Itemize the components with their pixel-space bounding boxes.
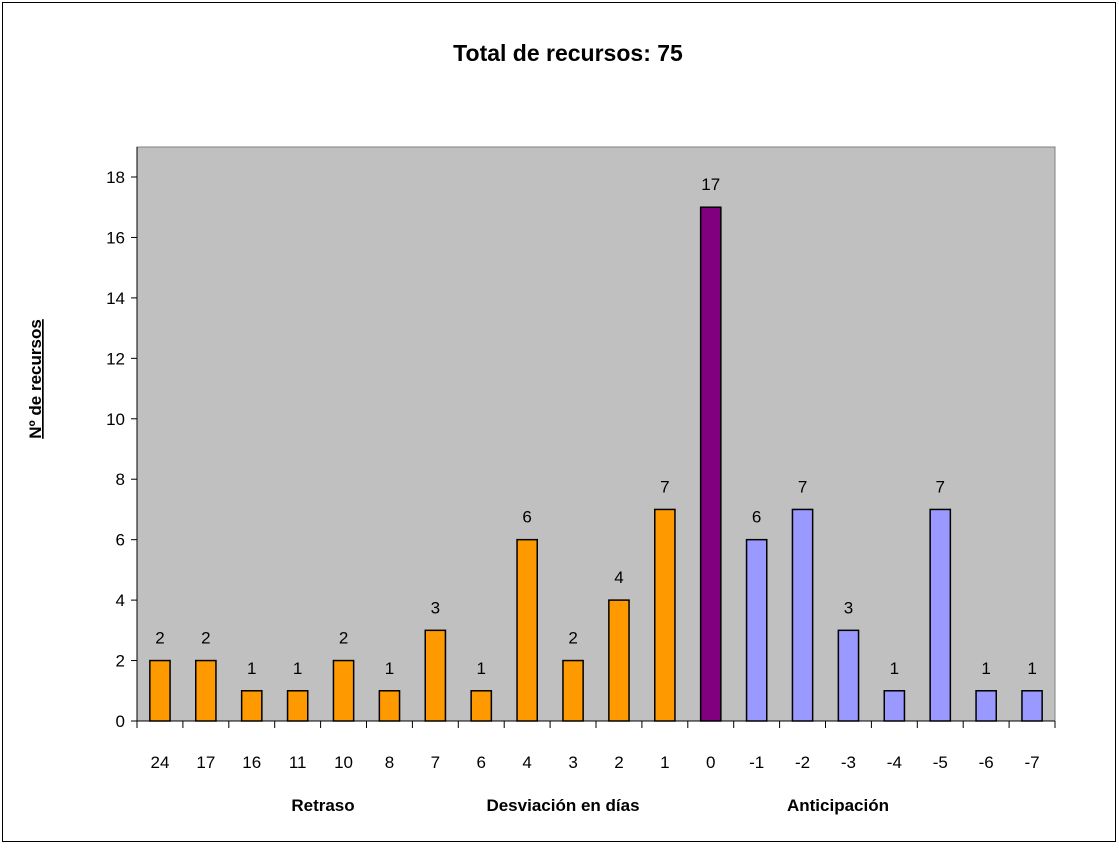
y-tick-label: 6 [116,531,125,550]
x-tick-label: -1 [749,753,764,772]
bar [929,508,952,722]
bar [837,629,860,722]
bar [562,659,584,722]
x-tick-label: 1 [660,753,669,772]
x-axis-label-left: Retraso [291,796,354,815]
y-axis-label: Nº de recursos [26,319,45,439]
bar [699,206,722,722]
x-axis-label: Desviación en días [486,796,639,815]
y-tick-label: 12 [106,349,125,368]
x-tick-label: 3 [568,753,577,772]
x-tick-label: 8 [385,753,394,772]
y-tick-label: 18 [106,168,125,187]
x-axis-label-right: Anticipación [787,796,889,815]
chart-title: Total de recursos: 75 [453,40,683,66]
x-tick-label: -5 [933,753,948,772]
x-tick-label: 24 [150,753,169,772]
y-tick-label: 14 [106,289,125,308]
y-tick-label: 2 [116,652,125,671]
bar [516,538,538,722]
bar [240,690,263,722]
x-tick-label: 6 [477,753,486,772]
bar [975,690,997,722]
bar-value-label: 17 [701,175,720,194]
x-tick-label: 0 [706,753,715,772]
x-tick-label: -4 [887,753,902,772]
bar-chart: Total de recursos: 75 Nº de recursos 024… [26,40,1056,815]
plot-area [136,146,1056,722]
bar-value-label: 1 [1027,659,1036,678]
bar [149,659,171,722]
x-tick-label: -3 [841,753,856,772]
x-tick-label: -6 [979,753,994,772]
bar-value-label: 1 [385,659,394,678]
y-tick-label: 10 [106,410,125,429]
y-tick-label: 8 [116,470,125,489]
bar-value-label: 6 [752,508,761,527]
bar [1021,690,1043,722]
bar [286,690,309,722]
y-tick-label: 16 [106,228,125,247]
bar-value-label: 1 [981,659,990,678]
bar [195,659,217,722]
bar [791,508,814,722]
x-tick-label: 17 [196,753,215,772]
y-tick-label: 0 [116,712,125,731]
bar-value-label: 1 [477,659,486,678]
bar [608,599,630,722]
x-tick-label: 10 [334,753,353,772]
x-tick-label: 7 [431,753,440,772]
bar [470,690,493,722]
y-axis: 0 2 4 6 8 10 12 14 16 18 [106,147,138,731]
bar [745,538,768,722]
bar-value-label: 1 [890,659,899,678]
x-axis: 24 17 16 11 10 8 7 6 4 3 2 1 0 -1 -2 -3 -4 -5 -6 -7 [136,720,1056,772]
bar-value-label: 1 [247,659,256,678]
bar-value-label: 3 [844,598,853,617]
bar [424,629,447,722]
bar-value-label: 6 [522,508,531,527]
x-tick-label: -7 [1024,753,1039,772]
bar-value-label: 1 [293,659,302,678]
bar-value-label: 4 [614,568,623,587]
bar [883,690,906,722]
bar-value-label: 2 [339,629,348,648]
bar [378,690,401,722]
x-tick-label: 2 [614,753,623,772]
x-tick-label: 16 [242,753,261,772]
bar-value-label: 7 [936,477,945,496]
bar [654,508,676,722]
x-tick-label: -2 [795,753,810,772]
x-tick-label: 4 [522,753,531,772]
y-tick-label: 4 [116,591,125,610]
bar-value-label: 3 [431,598,440,617]
bar-value-label: 2 [155,629,164,648]
x-tick-label: 11 [289,753,307,772]
bar-value-label: 2 [568,629,577,648]
bar-value-label: 2 [201,629,210,648]
bar-value-label: 7 [660,477,669,496]
bar [332,659,355,722]
bar-value-label: 7 [798,477,807,496]
bar-series [149,206,1043,722]
